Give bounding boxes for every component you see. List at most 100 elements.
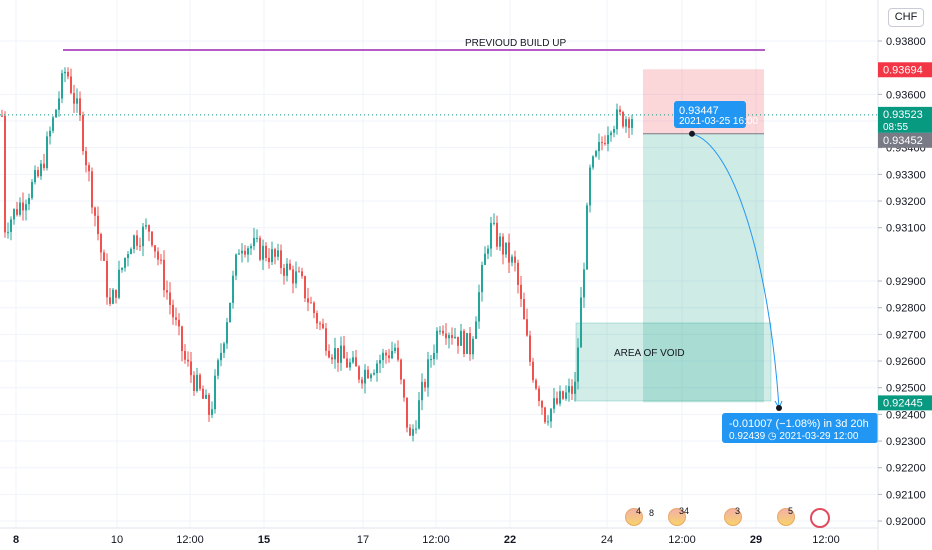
candle-body bbox=[343, 345, 345, 359]
time-axis[interactable]: 8 10 12:00 15 17 12:00 22 24 12:00 29 12:00 bbox=[0, 527, 878, 546]
candle-body bbox=[172, 304, 174, 318]
candle-body bbox=[166, 290, 168, 293]
event-flag-icon[interactable] bbox=[625, 508, 643, 526]
candle-body bbox=[19, 202, 21, 215]
price-tag-value: 0.93523 bbox=[883, 109, 923, 121]
candle-body bbox=[520, 284, 522, 300]
candle-body bbox=[442, 330, 444, 334]
candle-body bbox=[145, 225, 147, 227]
candle-body bbox=[574, 381, 576, 394]
candle-body bbox=[37, 170, 39, 177]
candle-body bbox=[556, 398, 558, 404]
price-tag-value: 0.92445 bbox=[883, 397, 923, 409]
candle-body bbox=[163, 259, 165, 291]
candle-body bbox=[124, 257, 126, 268]
candle-body bbox=[202, 388, 204, 399]
candle-body bbox=[481, 264, 483, 293]
event-flag-icon[interactable] bbox=[777, 508, 795, 526]
candle-body bbox=[103, 252, 105, 261]
candle-body bbox=[538, 388, 540, 402]
currency-badge[interactable]: CHF bbox=[888, 8, 924, 27]
candle-body bbox=[130, 249, 132, 255]
candle-body bbox=[523, 299, 525, 320]
y-tick-label: 0.92700 bbox=[886, 329, 926, 341]
candle-body bbox=[97, 215, 99, 235]
candle-body bbox=[397, 347, 399, 360]
candle-body bbox=[244, 250, 246, 255]
candle-body bbox=[100, 234, 102, 253]
candle-body bbox=[133, 235, 135, 250]
candle-body bbox=[16, 209, 18, 215]
candle-body bbox=[49, 130, 51, 137]
candle-body bbox=[613, 129, 615, 133]
candle-body bbox=[346, 358, 348, 368]
candle-body bbox=[43, 163, 45, 169]
price-axis[interactable]: 0.938000.936000.935000.934000.933000.932… bbox=[877, 0, 932, 550]
candle-body bbox=[391, 350, 393, 359]
price-tag-countdown: 08:55 bbox=[883, 122, 908, 133]
candle-body bbox=[13, 209, 15, 220]
candle-body bbox=[409, 427, 411, 436]
candle-body bbox=[67, 71, 69, 77]
candle-body bbox=[253, 237, 255, 247]
candle-body bbox=[292, 269, 294, 284]
candle-body bbox=[238, 253, 240, 255]
target-tooltip-bg bbox=[722, 413, 878, 443]
event-flag-icon[interactable] bbox=[724, 508, 742, 526]
candle-body bbox=[76, 98, 78, 104]
candle-body bbox=[427, 359, 429, 388]
entry-tooltip-price: 0.93447 bbox=[679, 105, 719, 117]
candle-body bbox=[28, 198, 30, 205]
candle-body bbox=[274, 249, 276, 257]
candle-body bbox=[277, 250, 279, 257]
event-extra: 8 bbox=[649, 508, 655, 518]
candle-body bbox=[502, 236, 504, 255]
candle-body bbox=[301, 271, 303, 277]
candle-body bbox=[625, 119, 627, 127]
event-flag-icon[interactable] bbox=[668, 508, 686, 526]
candle-body bbox=[364, 369, 366, 384]
candle-body bbox=[451, 335, 453, 338]
candle-body bbox=[250, 246, 252, 249]
candle-body bbox=[139, 245, 141, 247]
candle-body bbox=[421, 381, 423, 401]
price-tag bbox=[878, 106, 932, 133]
price-tag-value: 0.93452 bbox=[883, 135, 923, 147]
y-tick-label: 0.93100 bbox=[886, 223, 926, 235]
price-tag bbox=[878, 132, 932, 148]
candle-body bbox=[70, 76, 72, 94]
candle-body bbox=[619, 109, 621, 113]
event-count: 3 bbox=[735, 506, 741, 516]
candle-body bbox=[322, 323, 324, 329]
candle-body bbox=[25, 204, 27, 211]
candle-body bbox=[526, 319, 528, 336]
candle-body bbox=[208, 394, 210, 415]
event-flag-icon[interactable] bbox=[810, 508, 830, 528]
x-tick-label: 10 bbox=[111, 534, 123, 546]
candle-body bbox=[469, 333, 471, 355]
candle-body bbox=[10, 219, 12, 232]
candle-body bbox=[259, 237, 261, 260]
candle-body bbox=[235, 254, 237, 276]
candle-body bbox=[307, 298, 309, 303]
candle-body bbox=[586, 205, 588, 270]
candle-body bbox=[439, 330, 441, 332]
area-of-void-box bbox=[575, 322, 772, 402]
candle-body bbox=[61, 73, 63, 99]
candle-body bbox=[316, 313, 318, 324]
candle-body bbox=[289, 263, 291, 270]
candle-body bbox=[616, 109, 618, 130]
candle-body bbox=[424, 381, 426, 388]
x-tick-label: 17 bbox=[357, 534, 369, 546]
candle-body bbox=[544, 407, 546, 423]
x-tick-label: 8 bbox=[13, 534, 19, 546]
x-tick-label: 12:00 bbox=[812, 534, 840, 546]
candle-body bbox=[190, 361, 192, 376]
candle-body bbox=[1, 115, 3, 117]
candle-body bbox=[412, 429, 414, 436]
candle-body bbox=[148, 225, 150, 232]
candle-body bbox=[178, 319, 180, 327]
candle-body bbox=[64, 71, 66, 74]
candle-body bbox=[466, 333, 468, 354]
